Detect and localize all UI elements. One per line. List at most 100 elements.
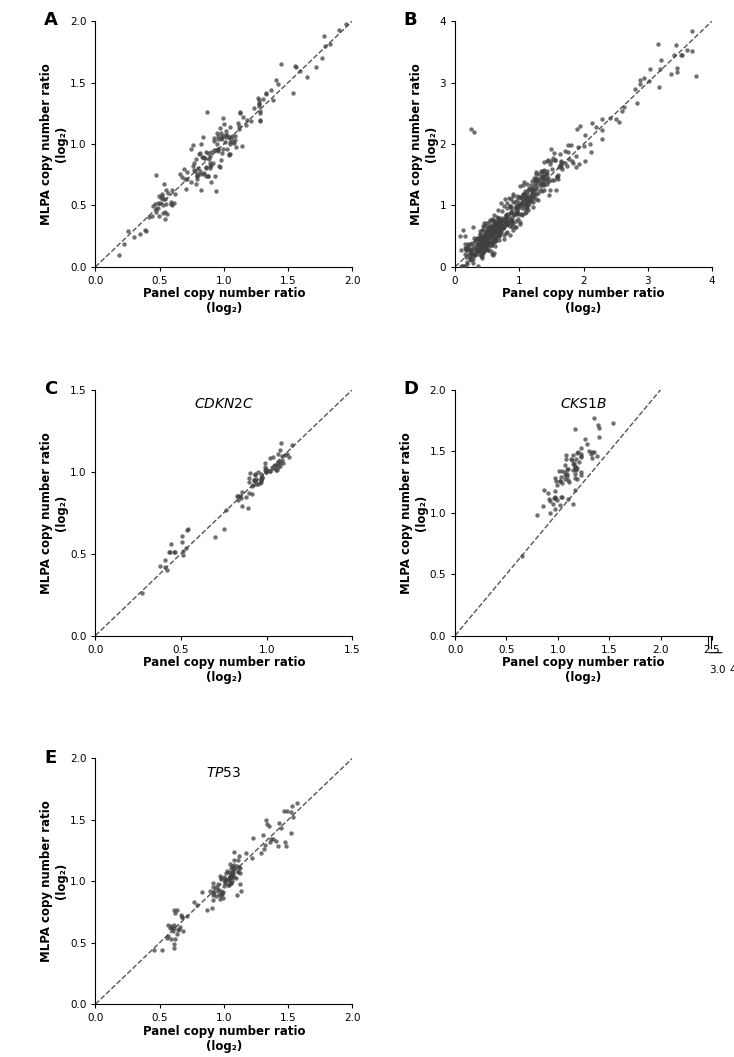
Point: [501, 207, 512, 224]
Point: [571, 120, 583, 137]
Point: [217, 145, 228, 162]
Point: [490, 217, 502, 234]
Point: [544, 493, 556, 509]
Point: [569, 469, 581, 486]
Point: [169, 930, 181, 947]
Point: [230, 870, 241, 887]
Point: [468, 124, 480, 141]
Point: [570, 461, 581, 478]
Point: [500, 211, 512, 228]
Point: [188, 154, 200, 171]
Point: [195, 166, 206, 183]
Point: [473, 235, 484, 252]
Point: [655, 52, 666, 69]
Point: [542, 169, 553, 186]
Point: [538, 167, 550, 184]
Point: [170, 185, 181, 202]
Point: [490, 226, 501, 243]
Point: [530, 166, 542, 183]
Point: [211, 124, 223, 141]
Point: [538, 153, 550, 170]
Point: [215, 883, 227, 900]
Point: [483, 221, 495, 238]
Point: [470, 236, 482, 253]
Point: [255, 845, 267, 861]
Point: [170, 905, 181, 922]
Text: 3.0: 3.0: [709, 665, 725, 675]
Point: [520, 204, 531, 221]
Point: [634, 72, 646, 89]
Point: [482, 227, 493, 244]
Point: [257, 90, 269, 107]
Point: [589, 444, 600, 461]
Point: [518, 194, 530, 211]
Point: [665, 66, 677, 82]
Point: [459, 239, 471, 256]
Point: [234, 860, 246, 877]
Point: [545, 141, 556, 157]
Point: [494, 219, 506, 236]
Point: [507, 193, 519, 210]
Point: [256, 468, 268, 485]
Point: [477, 242, 489, 259]
Point: [566, 152, 578, 169]
Point: [236, 137, 247, 154]
Point: [195, 181, 207, 198]
Point: [214, 119, 226, 136]
Point: [539, 482, 550, 499]
Point: [465, 242, 477, 259]
Point: [507, 188, 519, 205]
Point: [523, 180, 535, 197]
Point: [212, 130, 224, 147]
Point: [270, 462, 282, 479]
Point: [501, 215, 513, 231]
Point: [491, 220, 503, 237]
Point: [534, 166, 545, 183]
Point: [525, 177, 537, 193]
Point: [211, 143, 223, 160]
Text: C: C: [44, 379, 57, 397]
Point: [233, 851, 244, 868]
Point: [211, 880, 223, 897]
Point: [150, 196, 161, 212]
Point: [516, 193, 528, 210]
Point: [495, 211, 507, 228]
Point: [487, 234, 499, 251]
Point: [524, 181, 536, 198]
Point: [597, 131, 608, 148]
Point: [486, 224, 498, 241]
Point: [493, 226, 505, 243]
Point: [214, 890, 226, 907]
Point: [493, 211, 504, 228]
Point: [489, 216, 501, 233]
Point: [233, 105, 245, 122]
Point: [542, 162, 553, 179]
Point: [503, 189, 515, 206]
Point: [461, 254, 473, 271]
Point: [194, 145, 206, 162]
Point: [250, 470, 262, 487]
Point: [191, 167, 203, 184]
Point: [225, 856, 236, 873]
Point: [224, 145, 236, 162]
Point: [479, 228, 491, 245]
Point: [211, 183, 222, 200]
Point: [226, 128, 238, 145]
Point: [493, 220, 504, 237]
Point: [266, 460, 278, 477]
Point: [280, 837, 292, 854]
Point: [539, 171, 550, 188]
Point: [480, 240, 492, 257]
Point: [549, 489, 561, 506]
Point: [474, 223, 486, 240]
Point: [504, 217, 516, 234]
Point: [223, 877, 235, 894]
Point: [504, 204, 515, 221]
Point: [255, 475, 266, 492]
Point: [279, 833, 291, 850]
Point: [228, 859, 240, 876]
Point: [176, 534, 188, 551]
Point: [513, 197, 525, 214]
Point: [192, 160, 204, 177]
Point: [286, 797, 298, 814]
